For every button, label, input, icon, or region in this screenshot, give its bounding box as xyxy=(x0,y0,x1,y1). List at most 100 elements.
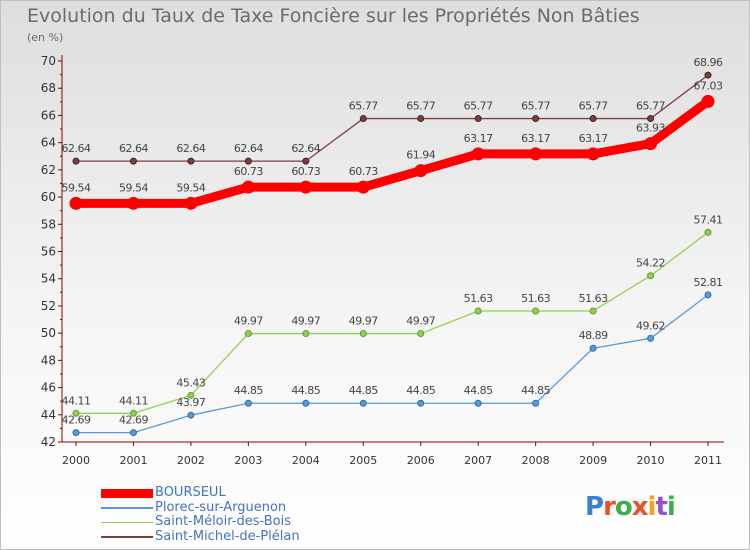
y-tick-label: 46 xyxy=(41,381,56,395)
data-label: 44.11 xyxy=(62,394,91,407)
data-label: 68.96 xyxy=(694,56,723,69)
series-line-1 xyxy=(75,294,709,434)
x-tick-label: 2004 xyxy=(292,454,320,467)
data-label: 51.63 xyxy=(464,292,493,305)
data-label: 54.22 xyxy=(636,257,665,270)
data-label: 44.85 xyxy=(521,384,550,397)
data-point xyxy=(474,399,482,407)
data-label: 67.03 xyxy=(694,79,723,92)
data-point xyxy=(126,196,140,210)
data-point xyxy=(474,307,482,315)
data-point xyxy=(187,157,195,165)
data-point xyxy=(647,115,655,123)
data-point xyxy=(474,115,482,123)
legend-swatch xyxy=(101,507,153,509)
data-point xyxy=(72,429,80,437)
legend-label: BOURSEUL xyxy=(155,485,226,500)
x-tick-label: 2002 xyxy=(177,454,205,467)
data-point xyxy=(299,180,313,194)
data-point xyxy=(589,307,597,315)
x-tick-label: 2003 xyxy=(234,454,262,467)
data-label: 57.41 xyxy=(694,213,723,226)
data-label: 49.62 xyxy=(636,319,665,332)
data-label: 43.97 xyxy=(176,396,205,409)
legend-label: Saint-Méloir-des-Bois xyxy=(155,514,291,529)
data-point xyxy=(187,411,195,419)
y-tick-label: 70 xyxy=(41,54,56,68)
series-line-0 xyxy=(71,96,713,208)
brand-logo: Proxiti xyxy=(585,492,676,522)
data-label: 49.97 xyxy=(349,315,378,328)
data-label: 51.63 xyxy=(579,292,608,305)
data-label: 62.64 xyxy=(119,142,148,155)
data-label: 52.81 xyxy=(694,276,723,289)
data-point xyxy=(69,196,83,210)
x-tick-label: 2005 xyxy=(349,454,377,467)
data-label: 59.54 xyxy=(176,181,205,194)
data-point xyxy=(704,228,712,236)
legend-swatch xyxy=(101,521,153,523)
data-point xyxy=(72,157,80,165)
y-tick-label: 58 xyxy=(41,217,56,231)
data-point xyxy=(704,71,712,79)
data-label: 60.73 xyxy=(234,165,263,178)
data-label: 62.64 xyxy=(234,142,263,155)
legend-label: Saint-Michel-de-Plélan xyxy=(155,528,300,544)
x-tick-label: 2008 xyxy=(522,454,550,467)
data-point xyxy=(302,157,310,165)
data-point xyxy=(589,344,597,352)
data-label: 48.89 xyxy=(579,329,608,342)
data-point xyxy=(586,147,600,161)
legend-label: Plorec-sur-Arguenon xyxy=(155,499,287,515)
data-point xyxy=(241,180,255,194)
data-point xyxy=(532,307,540,315)
y-tick-label: 66 xyxy=(41,108,56,122)
data-label: 62.64 xyxy=(176,142,205,155)
data-point xyxy=(244,157,252,165)
data-label: 63.17 xyxy=(464,132,493,145)
data-label: 42.69 xyxy=(119,414,148,427)
data-label: 51.63 xyxy=(521,292,550,305)
data-point xyxy=(359,399,367,407)
data-label: 63.17 xyxy=(579,132,608,145)
data-label: 44.85 xyxy=(234,384,263,397)
data-point xyxy=(184,196,198,210)
data-point xyxy=(129,409,137,417)
data-label: 60.73 xyxy=(349,165,378,178)
legend-swatch xyxy=(101,536,153,538)
data-point xyxy=(302,399,310,407)
data-point xyxy=(704,291,712,299)
data-label: 44.11 xyxy=(119,394,148,407)
y-tick-label: 56 xyxy=(41,245,56,259)
data-label: 49.97 xyxy=(234,315,263,328)
data-label: 45.43 xyxy=(176,376,205,389)
y-tick-label: 54 xyxy=(41,272,56,286)
data-point xyxy=(471,147,485,161)
data-label: 61.94 xyxy=(406,149,435,162)
data-label: 60.73 xyxy=(291,165,320,178)
data-point xyxy=(302,330,310,338)
y-tick-label: 52 xyxy=(41,299,56,313)
data-point xyxy=(414,164,428,178)
y-axis-label: (en %) xyxy=(27,31,64,44)
data-point xyxy=(417,115,425,123)
data-label: 65.77 xyxy=(406,100,435,113)
data-label: 44.85 xyxy=(464,384,493,397)
data-label: 44.85 xyxy=(291,384,320,397)
y-tick-label: 62 xyxy=(41,163,56,177)
data-label: 63.17 xyxy=(521,132,550,145)
chart-title: Evolution du Taux de Taxe Foncière sur l… xyxy=(27,5,640,27)
x-tick-label: 2000 xyxy=(62,454,90,467)
data-point xyxy=(129,429,137,437)
y-tick-label: 42 xyxy=(41,435,56,449)
data-label: 49.97 xyxy=(291,315,320,328)
y-tick-label: 68 xyxy=(41,81,56,95)
data-point xyxy=(244,399,252,407)
data-label: 65.77 xyxy=(579,100,608,113)
legend-swatch xyxy=(101,488,153,498)
data-label: 44.85 xyxy=(349,384,378,397)
data-point xyxy=(647,334,655,342)
data-label: 65.77 xyxy=(464,100,493,113)
